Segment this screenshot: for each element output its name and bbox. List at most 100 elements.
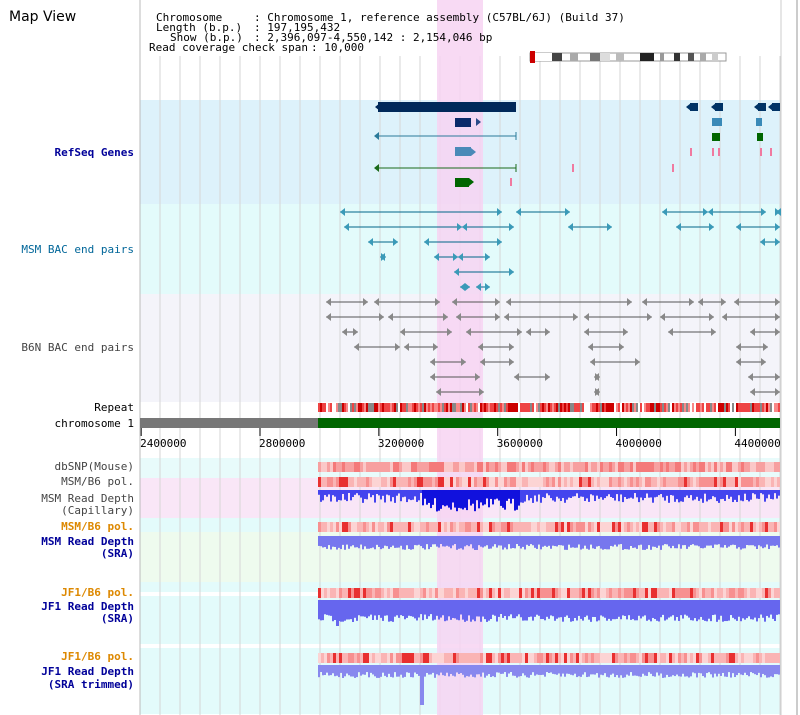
jf1-depth-bar [650, 600, 652, 622]
msm-b6-pol-density [648, 477, 651, 487]
track-label-msm-b6-pol-sra[interactable]: MSM/B6 pol. [61, 520, 134, 533]
msm-depth-sra-bar [376, 536, 378, 545]
msm-depth-sra-bar [342, 536, 344, 545]
msm-depth-capillary-bar [766, 490, 768, 499]
dbsnp-density [579, 462, 582, 472]
jf1-b6-pol-2-density [348, 653, 351, 663]
track-label-b6n-bac[interactable]: B6N BAC end pairs [21, 341, 134, 354]
msm-depth-sra-bar [460, 536, 462, 549]
jf1-depth-trimmed-bar [616, 665, 618, 676]
jf1-b6-pol-2-density [408, 653, 411, 663]
jf1-depth-bar [350, 600, 352, 620]
jf1-b6-pol-2-density [420, 653, 423, 663]
msm-b6-pol-sra-density [645, 522, 648, 532]
repeat-element [758, 403, 760, 412]
jf1-depth-trimmed-bar [334, 665, 336, 677]
b6n-bac-end [342, 328, 347, 336]
msm-b6-pol-density [723, 477, 726, 487]
track-label-msm-bac[interactable]: MSM BAC end pairs [21, 243, 134, 256]
dbsnp-density [753, 462, 756, 472]
jf1-b6-pol-2-density [723, 653, 726, 663]
msm-depth-sra-bar [778, 536, 780, 548]
msm-b6-pol-sra-density [684, 522, 687, 532]
msm-depth-capillary-bar [478, 490, 480, 509]
repeat-element [390, 403, 392, 412]
jf1-b6-pol-density [426, 588, 429, 598]
jf1-b6-pol-density [675, 588, 678, 598]
msm-depth-sra-bar [438, 536, 440, 548]
repeat-element [422, 403, 424, 412]
repeat-element [382, 403, 384, 412]
msm-depth-sra-bar [444, 536, 446, 547]
track-label-jf1-depth-sub: (SRA) [100, 612, 134, 625]
track-label-msm-depth-sra[interactable]: MSM Read Depth [41, 535, 134, 548]
msm-b6-pol-sra-density [348, 522, 351, 532]
jf1-depth-bar [586, 600, 588, 616]
jf1-b6-pol-2-density [528, 653, 531, 663]
info-coverage-key: Read coverage check span [149, 41, 308, 54]
repeat-element [406, 403, 408, 412]
msm-depth-capillary-bar [672, 490, 674, 496]
msm-depth-capillary-bar [430, 490, 432, 509]
msm-depth-sra-bar [648, 536, 650, 546]
msm-depth-capillary-bar [428, 490, 430, 503]
track-label-msm-depth-capillary[interactable]: MSM Read Depth [41, 492, 134, 505]
jf1-b6-pol-density [378, 588, 381, 598]
msm-depth-capillary-bar [414, 490, 416, 497]
jf1-depth-bar [552, 600, 554, 617]
jf1-depth-trimmed-bar [594, 665, 596, 675]
b6n-bac-end [660, 313, 665, 321]
dbsnp-density [696, 462, 699, 472]
jf1-depth-bar [752, 600, 754, 620]
repeat-element [374, 403, 376, 412]
jf1-depth-bar [738, 600, 740, 617]
msm-depth-capillary-bar [772, 490, 774, 500]
track-label-msm-b6-pol[interactable]: MSM/B6 pol. [61, 475, 134, 488]
track-label-jf1-depth[interactable]: JF1 Read Depth [41, 600, 134, 613]
msm-b6-pol-sra-density [723, 522, 726, 532]
msm-b6-pol-density [741, 477, 744, 487]
repeat-element [334, 403, 336, 412]
msm-depth-capillary-bar [592, 490, 594, 496]
track-label-jf1-b6-pol-2[interactable]: JF1/B6 pol. [61, 650, 134, 663]
msm-depth-sra-bar [410, 536, 412, 550]
msm-b6-pol-sra-density [663, 522, 666, 532]
msm-bac-end [775, 208, 780, 216]
repeat-element [536, 403, 538, 412]
msm-b6-pol-sra-density [591, 522, 594, 532]
track-label-jf1-depth-trimmed[interactable]: JF1 Read Depth [41, 665, 134, 678]
b6n-bac-end [750, 388, 755, 396]
jf1-depth-bar [570, 600, 572, 622]
jf1-depth-trimmed-bar [544, 665, 546, 677]
msm-depth-sra-bar [774, 536, 776, 546]
msm-b6-pol-sra-density [747, 522, 750, 532]
msm-bac-end [457, 223, 462, 231]
msm-b6-pol-density [417, 477, 420, 487]
msm-b6-pol-density [621, 477, 624, 487]
msm-depth-sra-bar [334, 536, 336, 547]
track-label-dbsnp[interactable]: dbSNP(Mouse) [54, 460, 134, 473]
gene-arrow [476, 118, 481, 126]
track-label-jf1-b6-pol[interactable]: JF1/B6 pol. [61, 586, 134, 599]
jf1-depth-bar [576, 600, 578, 621]
dbsnp-density [474, 462, 477, 472]
msm-depth-capillary-bar [692, 490, 694, 501]
msm-depth-sra-bar [366, 536, 368, 549]
msm-b6-pol-density [642, 477, 645, 487]
msm-depth-sra-bar [354, 536, 356, 548]
msm-depth-capillary-bar [556, 490, 558, 497]
repeat-element [548, 403, 550, 412]
msm-depth-capillary-bar [750, 490, 752, 500]
repeat-element [768, 403, 770, 412]
jf1-b6-pol-2-density [594, 653, 597, 663]
msm-depth-capillary-bar [764, 490, 766, 502]
track-label-refseq-genes[interactable]: RefSeq Genes [54, 146, 134, 159]
repeat-element [716, 403, 718, 412]
jf1-depth-bar [700, 600, 702, 617]
dbsnp-density [561, 462, 564, 472]
msm-depth-capillary-bar [634, 490, 636, 494]
dbsnp-density [480, 462, 483, 472]
msm-depth-sra-bar [674, 536, 676, 549]
repeat-element [352, 403, 354, 412]
